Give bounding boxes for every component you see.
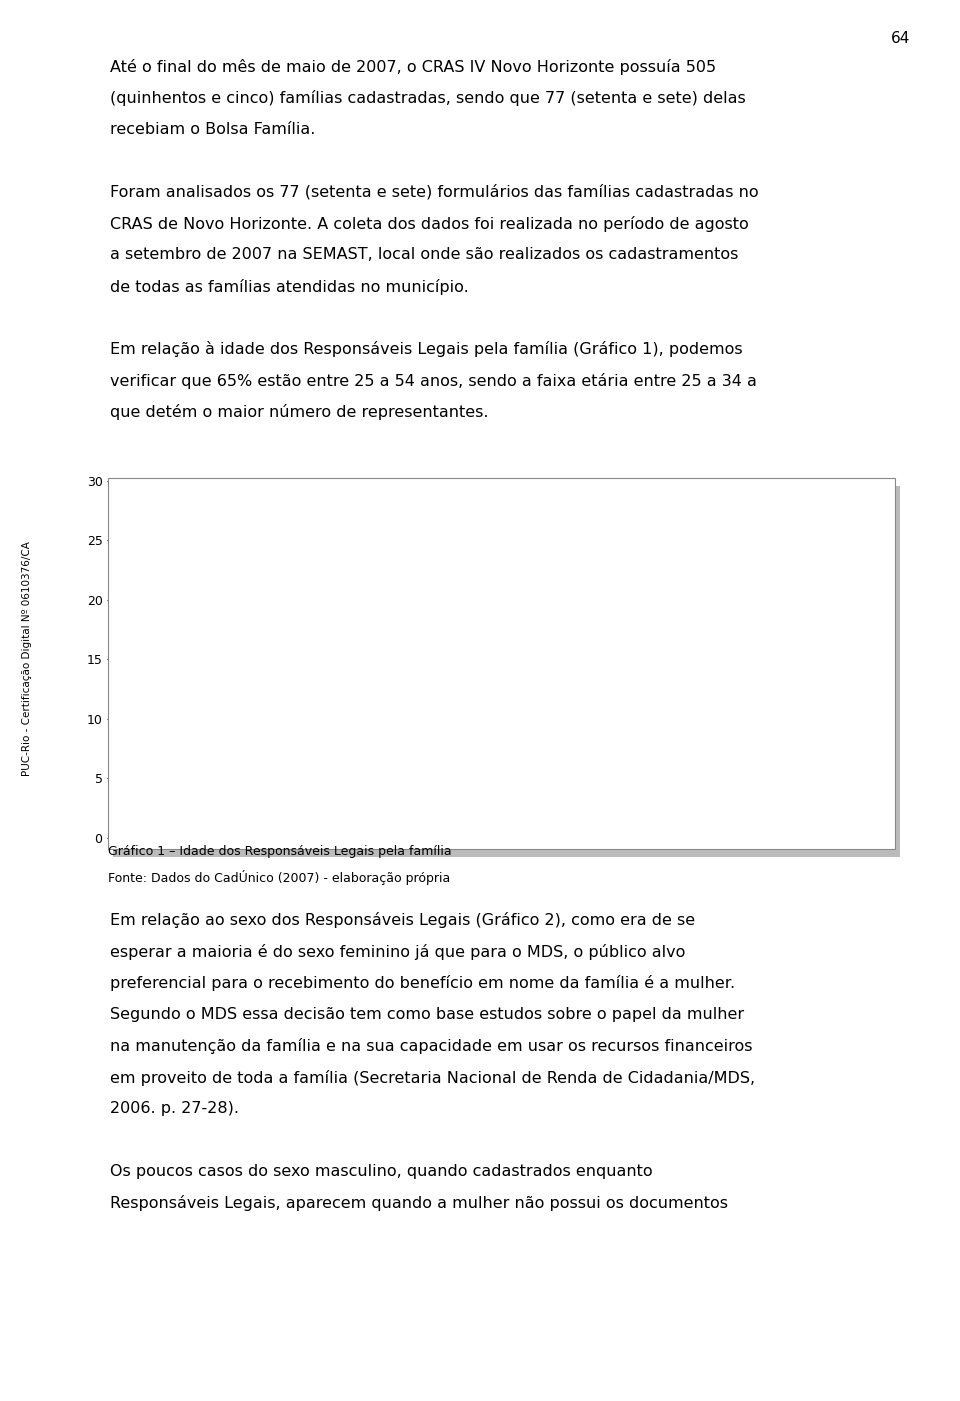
Text: CRAS de Novo Horizonte. A coleta dos dados foi realizada no período de agosto: CRAS de Novo Horizonte. A coleta dos dad… xyxy=(110,216,749,231)
Text: de todas as famílias atendidas no município.: de todas as famílias atendidas no municí… xyxy=(110,279,469,294)
Text: que detém o maior número de representantes.: que detém o maior número de representant… xyxy=(110,405,489,420)
Polygon shape xyxy=(188,497,238,504)
Text: 25 a 34 anos: 25 a 34 anos xyxy=(668,545,744,558)
Text: 45 a 54 anos: 45 a 54 anos xyxy=(668,630,744,644)
FancyBboxPatch shape xyxy=(612,713,651,740)
Text: Até o final do mês de maio de 2007, o CRAS IV Novo Horizonte possuía 505: Até o final do mês de maio de 2007, o CR… xyxy=(110,59,716,74)
FancyBboxPatch shape xyxy=(612,670,651,696)
Polygon shape xyxy=(351,616,364,838)
Polygon shape xyxy=(415,783,427,838)
Text: 55 a 64 anos: 55 a 64 anos xyxy=(668,674,744,686)
Text: 2006. p. 27-28).: 2006. p. 27-28). xyxy=(110,1101,239,1117)
Text: (quinhentos e cinco) famílias cadastradas, sendo que 77 (setenta e sete) delas: (quinhentos e cinco) famílias cadastrada… xyxy=(110,90,746,106)
Polygon shape xyxy=(226,497,238,838)
Text: verificar que 65% estão entre 25 a 54 anos, sendo a faixa etária entre 25 a 34 a: verificar que 65% estão entre 25 a 54 an… xyxy=(110,373,757,388)
Polygon shape xyxy=(503,794,553,801)
Text: recebiam o Bolsa Família.: recebiam o Bolsa Família. xyxy=(110,122,316,137)
FancyBboxPatch shape xyxy=(612,757,651,782)
Bar xyxy=(377,790,415,838)
Text: 16 a 24 anos: 16 a 24 anos xyxy=(668,502,745,514)
Text: esperar a maioria é do sexo feminino já que para o MDS, o público alvo: esperar a maioria é do sexo feminino já … xyxy=(110,944,685,960)
Bar xyxy=(188,504,226,838)
Text: 3: 3 xyxy=(521,779,529,792)
Polygon shape xyxy=(540,794,553,838)
Text: Em relação ao sexo dos Responsáveis Legais (Gráfico 2), como era de se: Em relação ao sexo dos Responsáveis Lega… xyxy=(110,912,696,927)
Text: 19: 19 xyxy=(266,588,281,601)
Polygon shape xyxy=(162,783,176,838)
Text: Os poucos casos do sexo masculino, quando cadastrados enquanto: Os poucos casos do sexo masculino, quand… xyxy=(110,1164,653,1178)
Polygon shape xyxy=(112,831,565,838)
FancyBboxPatch shape xyxy=(612,541,651,566)
Polygon shape xyxy=(125,783,176,790)
Text: 4: 4 xyxy=(144,766,152,779)
Bar xyxy=(125,790,162,838)
FancyBboxPatch shape xyxy=(612,584,651,609)
Polygon shape xyxy=(314,616,364,623)
Text: Fonte: Dados do CadÚnico (2007) - elaboração própria: Fonte: Dados do CadÚnico (2007) - elabor… xyxy=(108,870,450,885)
Text: Responsáveis Legais, aparecem quando a mulher não possui os documentos: Responsáveis Legais, aparecem quando a m… xyxy=(110,1195,729,1210)
Text: a setembro de 2007 na SEMAST, local onde são realizados os cadastramentos: a setembro de 2007 na SEMAST, local onde… xyxy=(110,248,739,262)
Bar xyxy=(440,827,477,838)
Text: Foram analisados os 77 (setenta e sete) formulários das famílias cadastradas no: Foram analisados os 77 (setenta e sete) … xyxy=(110,185,759,200)
Polygon shape xyxy=(289,604,301,838)
Text: Em relação à idade dos Responsáveis Legais pela família (Gráfico 1), podemos: Em relação à idade dos Responsáveis Lega… xyxy=(110,342,743,357)
Polygon shape xyxy=(477,818,491,838)
Text: 4: 4 xyxy=(396,766,403,779)
Text: 64: 64 xyxy=(891,31,910,46)
Bar xyxy=(503,801,540,838)
Text: 18: 18 xyxy=(328,600,345,612)
Polygon shape xyxy=(251,604,301,612)
Text: Sem informação: Sem informação xyxy=(668,761,764,773)
Text: 35 a 44 anos: 35 a 44 anos xyxy=(668,588,744,601)
Text: na manutenção da família e na sua capacidade em usar os recursos financeiros: na manutenção da família e na sua capaci… xyxy=(110,1038,753,1054)
Polygon shape xyxy=(377,783,427,790)
FancyBboxPatch shape xyxy=(612,628,651,653)
Text: PUC-Rio - Certificação Digital Nº 0610376/CA: PUC-Rio - Certificação Digital Nº 061037… xyxy=(22,541,32,776)
Bar xyxy=(314,623,351,838)
Text: 28: 28 xyxy=(203,481,219,493)
Text: Gráfico 1 – Idade dos Responsáveis Legais pela família: Gráfico 1 – Idade dos Responsáveis Legai… xyxy=(108,845,451,857)
Text: 1: 1 xyxy=(459,803,467,815)
Text: Segundo o MDS essa decisão tem como base estudos sobre o papel da mulher: Segundo o MDS essa decisão tem como base… xyxy=(110,1007,745,1021)
Text: preferencial para o recebimento do benefício em nome da família é a mulher.: preferencial para o recebimento do benef… xyxy=(110,975,735,991)
Text: em proveito de toda a família (Secretaria Nacional de Renda de Cidadania/MDS,: em proveito de toda a família (Secretari… xyxy=(110,1070,756,1086)
Bar xyxy=(251,612,289,838)
Text: 65 anos ou mais: 65 anos ou mais xyxy=(668,717,765,730)
FancyBboxPatch shape xyxy=(612,497,651,524)
Polygon shape xyxy=(440,818,491,827)
